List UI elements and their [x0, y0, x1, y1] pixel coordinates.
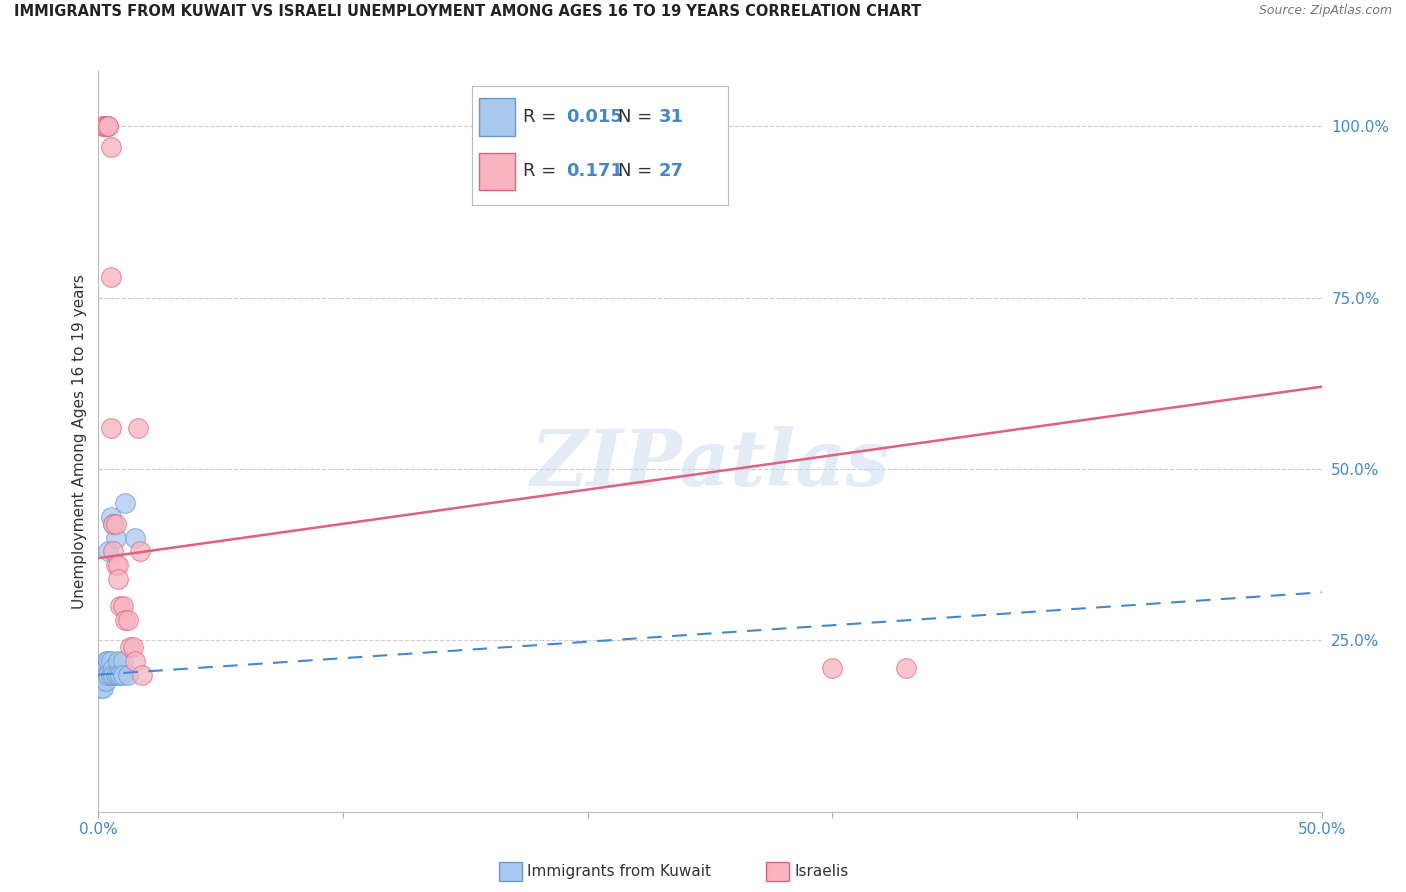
Point: [100, 421, 122, 435]
Point: [104, 667, 127, 681]
Point: [131, 667, 153, 681]
Point: [94, 674, 117, 689]
Point: [91, 667, 114, 681]
Point: [91, 119, 114, 133]
Point: [100, 270, 122, 285]
Point: [90, 681, 112, 696]
Point: [124, 531, 146, 545]
Point: [110, 599, 132, 613]
Point: [100, 510, 122, 524]
Point: [91, 681, 114, 696]
Point: [124, 654, 146, 668]
Point: [117, 613, 139, 627]
Point: [91, 674, 114, 689]
Point: [94, 667, 117, 681]
Text: Immigrants from Kuwait: Immigrants from Kuwait: [527, 864, 711, 879]
Point: [107, 572, 129, 586]
Y-axis label: Unemployment Among Ages 16 to 19 years: Unemployment Among Ages 16 to 19 years: [72, 274, 87, 609]
Point: [101, 544, 124, 558]
Point: [101, 516, 124, 531]
Point: [894, 661, 917, 675]
Point: [101, 661, 124, 675]
Point: [100, 654, 122, 668]
Point: [121, 640, 143, 655]
Text: IMMIGRANTS FROM KUWAIT VS ISRAELI UNEMPLOYMENT AMONG AGES 16 TO 19 YEARS CORRELA: IMMIGRANTS FROM KUWAIT VS ISRAELI UNEMPL…: [14, 4, 921, 20]
Point: [114, 613, 136, 627]
Point: [100, 140, 122, 154]
Point: [101, 667, 124, 681]
Point: [110, 667, 132, 681]
Point: [100, 667, 122, 681]
Point: [127, 421, 149, 435]
Point: [104, 516, 127, 531]
Point: [94, 119, 117, 133]
Point: [90, 674, 112, 689]
Text: Israelis: Israelis: [794, 864, 849, 879]
Point: [104, 531, 127, 545]
Point: [101, 516, 124, 531]
Point: [94, 654, 117, 668]
Point: [111, 654, 134, 668]
Point: [97, 119, 120, 133]
Point: [91, 667, 114, 681]
Point: [129, 544, 152, 558]
Point: [97, 654, 120, 668]
Point: [97, 119, 120, 133]
Text: ZIPatlas: ZIPatlas: [530, 425, 890, 502]
Point: [107, 558, 129, 572]
Point: [107, 667, 129, 681]
Point: [90, 667, 112, 681]
Point: [117, 667, 139, 681]
Text: Source: ZipAtlas.com: Source: ZipAtlas.com: [1258, 4, 1392, 18]
Point: [107, 654, 129, 668]
Point: [97, 667, 120, 681]
Point: [91, 119, 114, 133]
Point: [94, 119, 117, 133]
Point: [120, 640, 142, 655]
Point: [111, 599, 134, 613]
Point: [91, 661, 114, 675]
Point: [821, 661, 844, 675]
Point: [97, 544, 120, 558]
Point: [114, 496, 136, 510]
Point: [111, 667, 134, 681]
Point: [94, 661, 117, 675]
Point: [104, 558, 127, 572]
